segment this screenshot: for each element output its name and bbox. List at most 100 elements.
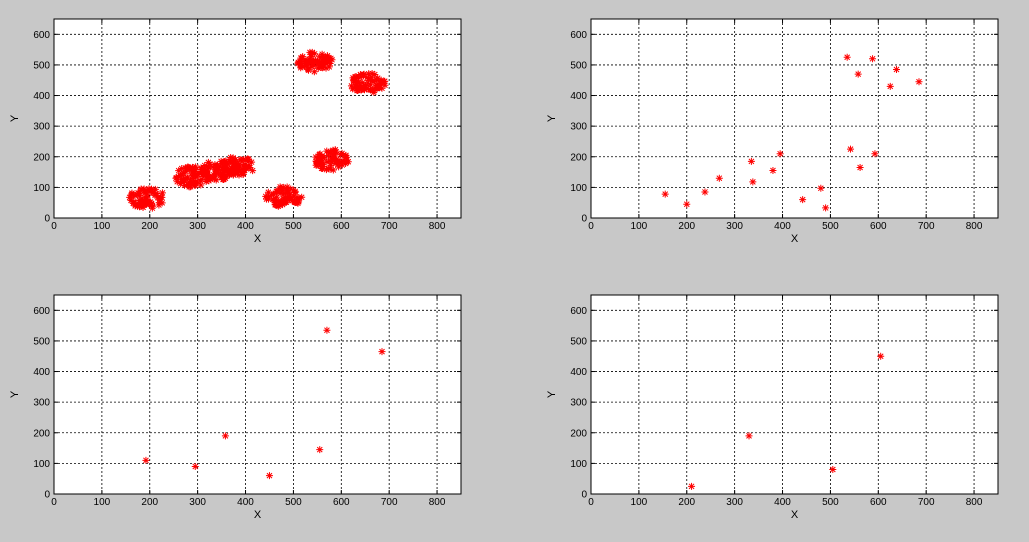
data-point bbox=[799, 196, 807, 204]
x-tick-label: 700 bbox=[918, 497, 935, 508]
data-point bbox=[749, 178, 757, 186]
data-point bbox=[328, 158, 336, 166]
data-point bbox=[211, 161, 219, 169]
y-tick-label: 600 bbox=[570, 30, 587, 41]
data-point bbox=[135, 190, 143, 198]
data-point bbox=[197, 181, 205, 189]
data-point bbox=[769, 167, 777, 175]
data-point bbox=[202, 168, 210, 176]
data-point bbox=[234, 170, 242, 178]
data-point bbox=[205, 163, 213, 171]
data-point bbox=[221, 167, 229, 175]
data-point bbox=[240, 160, 248, 168]
data-point bbox=[370, 78, 378, 86]
data-point bbox=[221, 432, 229, 440]
y-tick-label: 400 bbox=[33, 91, 50, 102]
data-point bbox=[272, 187, 280, 195]
data-point bbox=[128, 191, 136, 199]
data-point bbox=[203, 174, 211, 182]
data-point bbox=[129, 199, 137, 207]
data-point bbox=[286, 191, 294, 199]
data-point bbox=[359, 71, 367, 79]
data-point bbox=[373, 76, 381, 84]
data-point bbox=[245, 162, 253, 170]
data-point bbox=[370, 88, 378, 96]
data-point bbox=[323, 52, 331, 60]
y-tick-label: 300 bbox=[33, 122, 50, 133]
data-point bbox=[228, 158, 236, 166]
data-point bbox=[311, 58, 319, 66]
data-point bbox=[274, 202, 282, 210]
data-point bbox=[304, 65, 312, 73]
data-point bbox=[189, 163, 197, 171]
data-point bbox=[182, 168, 190, 176]
y-tick-label: 100 bbox=[33, 459, 50, 470]
data-point bbox=[327, 161, 335, 169]
x-tick-label: 600 bbox=[870, 497, 887, 508]
x-tick-label: 100 bbox=[631, 497, 648, 508]
data-point bbox=[319, 61, 327, 69]
data-point bbox=[237, 156, 245, 164]
data-point bbox=[325, 148, 333, 156]
x-tick-label: 800 bbox=[966, 221, 983, 232]
data-point bbox=[311, 50, 319, 58]
data-point bbox=[191, 462, 199, 470]
data-point bbox=[349, 76, 357, 84]
data-point bbox=[139, 203, 147, 211]
data-point bbox=[310, 62, 318, 70]
ticks: 0 100 200 300 400 500 600 700 800 0 100 200 300 400 50… bbox=[33, 19, 461, 232]
data-point bbox=[291, 187, 299, 195]
data-point bbox=[248, 158, 256, 166]
data-markers bbox=[142, 326, 386, 480]
data-point bbox=[381, 77, 389, 85]
y-tick-label: 100 bbox=[33, 183, 50, 194]
data-point bbox=[273, 193, 281, 201]
data-point bbox=[324, 164, 332, 172]
data-point bbox=[326, 60, 334, 68]
data-point bbox=[155, 199, 163, 207]
data-point bbox=[701, 188, 709, 196]
data-point bbox=[232, 162, 240, 170]
data-point bbox=[235, 167, 243, 175]
grid bbox=[591, 19, 998, 218]
x-tick-label: 500 bbox=[822, 497, 839, 508]
data-point bbox=[297, 62, 305, 70]
data-point bbox=[179, 169, 187, 177]
data-point bbox=[197, 164, 205, 172]
data-point bbox=[219, 176, 227, 184]
data-point bbox=[183, 174, 191, 182]
data-point bbox=[143, 193, 151, 201]
data-point bbox=[745, 432, 753, 440]
x-tick-label: 500 bbox=[285, 221, 302, 232]
data-markers bbox=[126, 48, 389, 212]
data-point bbox=[323, 326, 331, 334]
data-point bbox=[239, 170, 247, 178]
y-axis-label: Y bbox=[9, 390, 21, 398]
data-point bbox=[137, 186, 145, 194]
x-tick-label: 500 bbox=[285, 497, 302, 508]
data-point bbox=[377, 79, 385, 87]
data-point bbox=[201, 165, 209, 173]
data-point bbox=[310, 68, 318, 76]
data-point bbox=[158, 193, 166, 201]
x-axis-label: X bbox=[791, 509, 799, 521]
axes-frame bbox=[590, 18, 999, 219]
x-tick-label: 800 bbox=[429, 221, 446, 232]
data-point bbox=[298, 54, 306, 62]
data-point bbox=[287, 185, 295, 193]
data-point bbox=[133, 190, 141, 198]
data-point bbox=[203, 166, 211, 174]
data-point bbox=[854, 70, 862, 78]
y-tick-label: 0 bbox=[581, 214, 587, 225]
data-point bbox=[355, 79, 363, 87]
y-tick-label: 200 bbox=[33, 152, 50, 163]
data-point bbox=[892, 66, 900, 74]
data-point bbox=[265, 472, 273, 480]
data-point bbox=[143, 186, 151, 194]
data-point bbox=[249, 167, 257, 175]
axes-frame bbox=[53, 294, 462, 495]
y-tick-label: 300 bbox=[570, 122, 587, 133]
data-point bbox=[190, 178, 198, 186]
data-point bbox=[210, 173, 218, 181]
